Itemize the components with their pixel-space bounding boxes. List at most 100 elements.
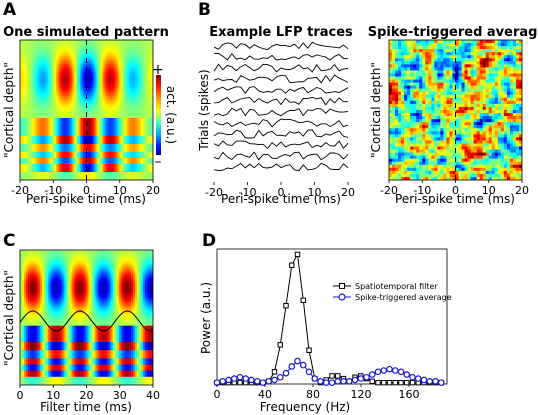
lfp-trace xyxy=(213,162,349,172)
data-point xyxy=(335,373,341,379)
data-point xyxy=(369,378,375,385)
panel-d-legend: Spatiotemporal filter Spike-triggered ave… xyxy=(333,282,452,302)
data-point xyxy=(225,376,232,384)
lfp-trace xyxy=(213,41,349,51)
data-point xyxy=(397,368,405,376)
data-point xyxy=(368,371,376,378)
panel-b-right-title: Spike-triggered average xyxy=(368,25,538,40)
data-point xyxy=(340,377,347,385)
panel-d-ylabel: Power (a.u.) xyxy=(199,282,213,354)
data-point xyxy=(282,369,290,377)
panel-b-letter: B xyxy=(198,0,211,20)
data-point xyxy=(230,375,238,382)
data-point xyxy=(271,369,278,375)
data-point xyxy=(277,342,283,348)
lfp-trace xyxy=(213,52,349,61)
x-tick-label: 20 xyxy=(515,184,529,197)
data-point xyxy=(351,376,359,384)
panel-b-left-xlabel: Peri-spike time (ms) xyxy=(221,192,341,206)
panel-d-xticks: 0 40 80 120 160 xyxy=(214,384,420,401)
data-point xyxy=(392,379,398,386)
panel-a-letter: A xyxy=(3,0,17,20)
data-point xyxy=(374,368,382,376)
panel-b-left-title: Example LFP traces xyxy=(209,25,353,40)
data-point xyxy=(363,373,370,381)
lfp-trace xyxy=(213,140,349,150)
lfp-trace xyxy=(213,74,349,84)
panel-a-ylabel: "Cortical depth" xyxy=(2,62,16,158)
lfp-trace xyxy=(213,151,349,161)
data-point xyxy=(404,379,410,386)
panel-b-right-xlabel: Peri-spike time (ms) xyxy=(395,192,515,206)
data-point xyxy=(381,379,387,386)
x-tick-label: 0 xyxy=(17,389,24,402)
power-spectrum xyxy=(213,251,445,386)
x-tick-label: 0 xyxy=(278,186,285,199)
panel-a-heatmap xyxy=(20,40,153,180)
x-tick-label: 10 xyxy=(113,184,127,197)
x-tick-label: -20 xyxy=(205,186,223,199)
data-point xyxy=(271,376,278,384)
data-point xyxy=(414,375,422,382)
data-point xyxy=(242,375,250,382)
panel-c-heatmap xyxy=(20,250,153,385)
data-point xyxy=(398,379,404,386)
panel-a-title: One simulated pattern xyxy=(3,25,169,40)
panel-b-right-ylabel: "Cortical depth" xyxy=(369,62,383,158)
panel-d-letter: D xyxy=(202,231,216,251)
x-tick-label: 0 xyxy=(452,184,459,197)
legend-label: Spike-triggered average xyxy=(355,293,452,302)
data-point xyxy=(426,377,434,385)
data-point xyxy=(265,377,273,385)
x-tick-label: 160 xyxy=(399,388,420,401)
data-point xyxy=(386,379,393,386)
series-line xyxy=(217,252,442,384)
data-point xyxy=(328,379,336,386)
data-point xyxy=(345,377,353,385)
x-tick-label: -10 xyxy=(44,184,62,197)
x-tick-label: 40 xyxy=(258,388,272,401)
lfp-trace xyxy=(213,118,349,128)
data-point xyxy=(357,375,365,382)
data-point xyxy=(322,379,330,386)
lfp-traces xyxy=(213,41,349,172)
x-tick-label: 10 xyxy=(308,186,322,199)
x-tick-label: 10 xyxy=(482,184,496,197)
data-point xyxy=(311,375,319,382)
x-tick-label: 120 xyxy=(351,388,372,401)
panel-d-frame xyxy=(216,248,448,385)
data-point xyxy=(248,376,255,384)
panel-a-xlabel: Peri-spike time (ms) xyxy=(26,192,146,206)
x-tick-label: 20 xyxy=(80,389,94,402)
data-point xyxy=(437,379,445,386)
x-tick-label: 0 xyxy=(214,388,221,401)
data-point xyxy=(334,377,342,385)
panel-b-left-xticks: -20 -10 0 10 20 xyxy=(205,182,355,199)
lfp-trace xyxy=(213,86,349,94)
data-point xyxy=(276,373,284,381)
colorbar-label: act. (a.u.) xyxy=(164,86,178,144)
data-point xyxy=(219,377,227,385)
x-tick-label: 80 xyxy=(306,388,320,401)
data-point xyxy=(432,377,439,385)
lfp-trace xyxy=(213,107,349,117)
x-tick-label: -20 xyxy=(11,184,29,197)
x-tick-label: 20 xyxy=(146,184,160,197)
x-tick-label: 40 xyxy=(146,389,160,402)
x-tick-label: -20 xyxy=(380,184,398,197)
data-point xyxy=(300,297,306,304)
lfp-trace xyxy=(213,63,349,73)
data-point xyxy=(237,379,243,386)
legend-marker xyxy=(339,283,345,289)
colorbar-plus: + xyxy=(152,62,164,78)
data-point xyxy=(380,367,388,374)
panel-b-right-xticks: -20 -10 0 10 20 xyxy=(380,180,529,197)
data-point xyxy=(259,379,267,386)
data-point xyxy=(253,377,261,385)
data-point xyxy=(403,371,411,378)
x-tick-label: 20 xyxy=(341,186,355,199)
panel-c-letter: C xyxy=(3,231,15,251)
data-point xyxy=(283,303,289,309)
panel-b-left-ylabel: Trials (spikes) xyxy=(197,69,211,151)
